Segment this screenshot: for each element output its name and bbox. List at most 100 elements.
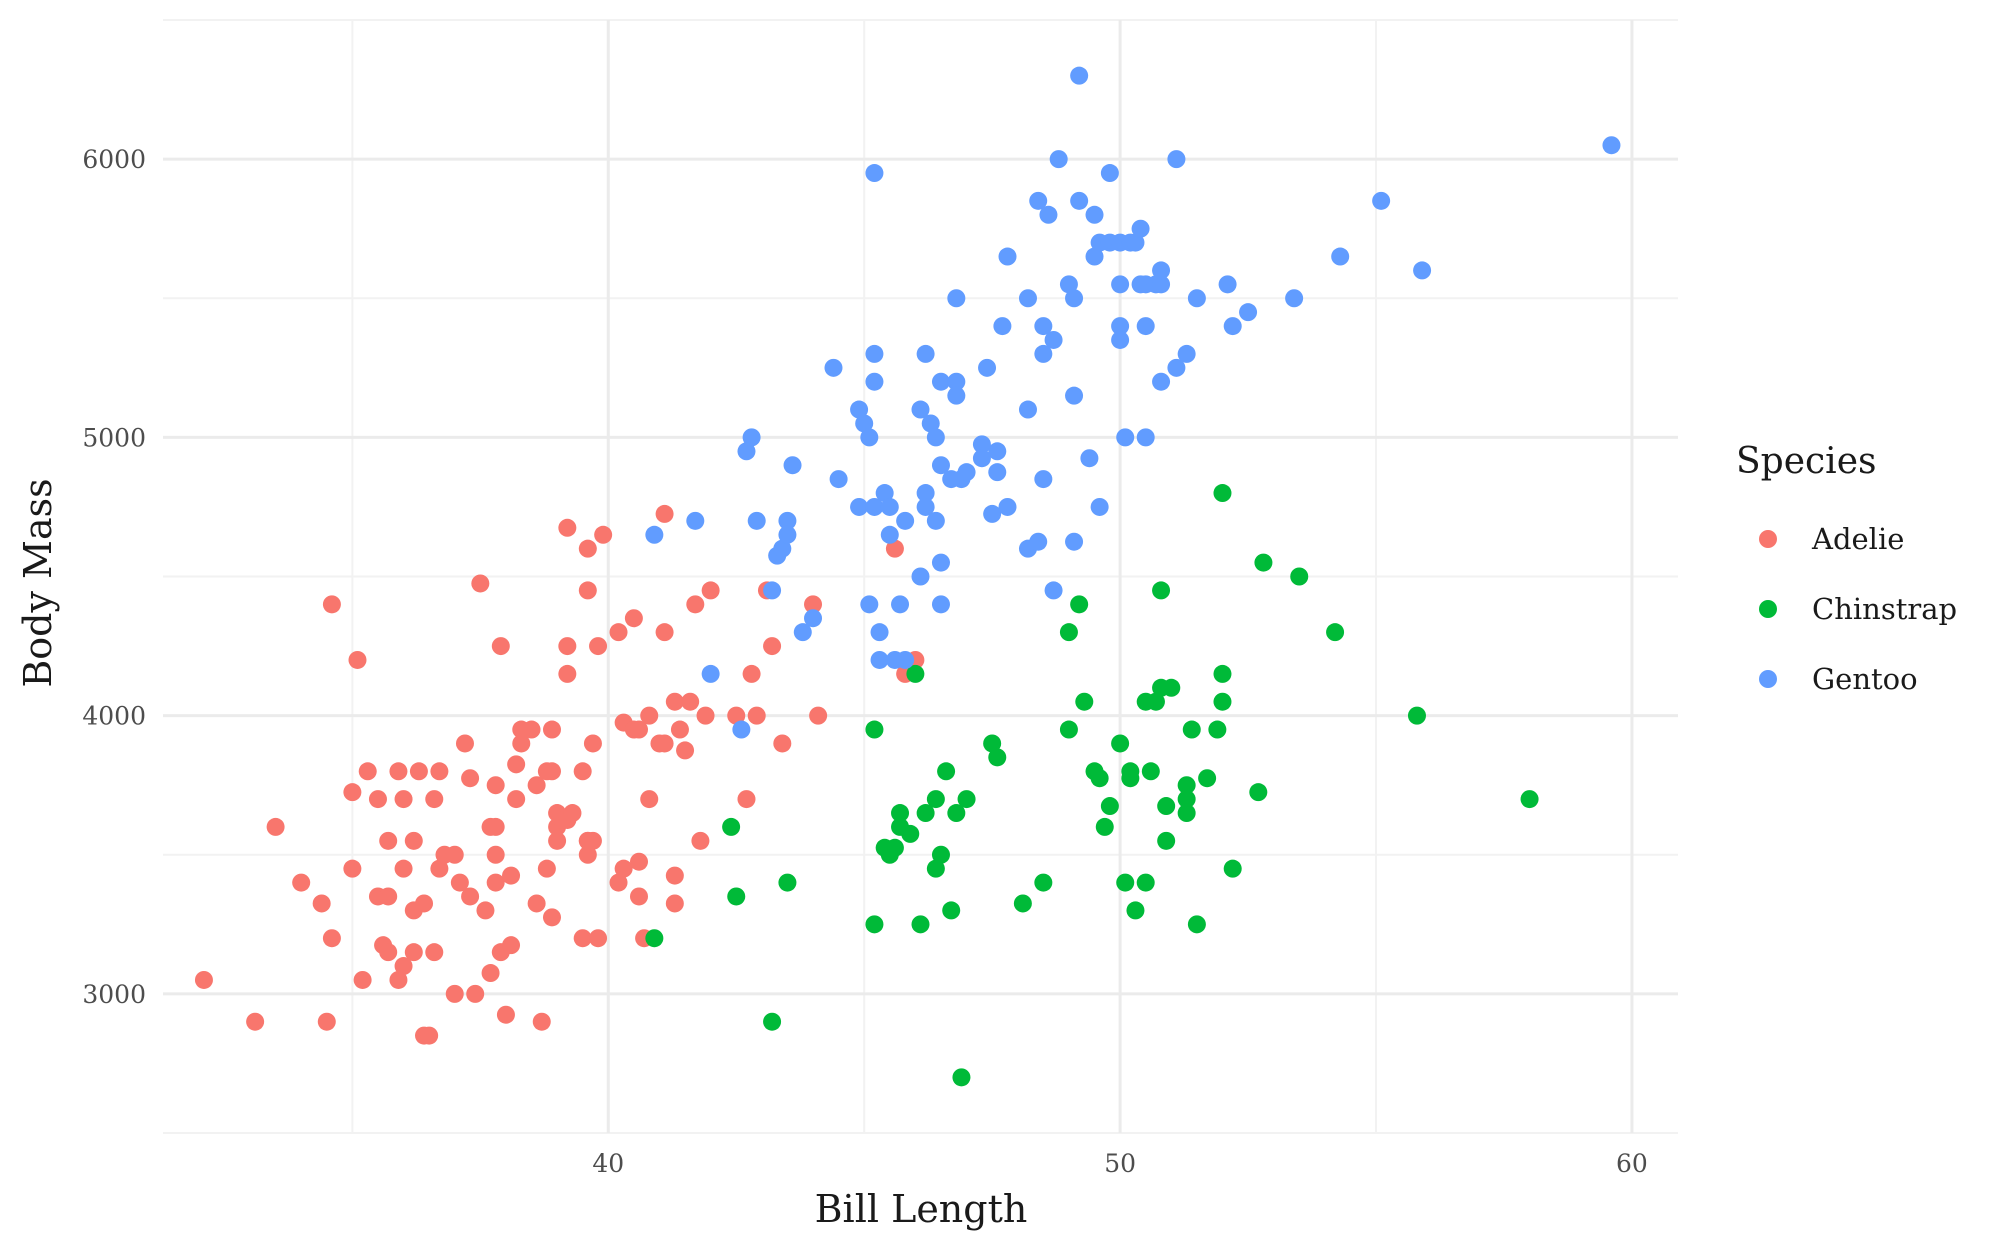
data-point bbox=[1331, 247, 1350, 266]
data-point bbox=[1126, 901, 1145, 920]
legend-label: Adelie bbox=[1811, 522, 1904, 556]
data-point bbox=[640, 790, 659, 809]
data-point bbox=[563, 804, 582, 823]
data-point bbox=[1080, 449, 1099, 468]
data-point bbox=[589, 929, 608, 948]
data-point bbox=[1602, 136, 1621, 155]
data-point bbox=[829, 470, 848, 489]
data-point bbox=[645, 525, 664, 544]
data-point bbox=[655, 623, 674, 642]
data-point bbox=[1018, 289, 1037, 308]
data-point bbox=[1285, 289, 1304, 308]
data-point bbox=[901, 824, 920, 843]
data-point bbox=[389, 970, 408, 989]
data-point bbox=[1100, 164, 1119, 183]
data-point bbox=[609, 873, 628, 892]
data-point bbox=[1326, 623, 1345, 642]
data-point bbox=[809, 706, 828, 725]
data-point bbox=[1218, 275, 1237, 294]
data-point bbox=[527, 776, 546, 795]
data-point bbox=[266, 817, 285, 836]
data-point bbox=[1065, 532, 1084, 551]
data-point bbox=[686, 511, 705, 530]
data-point bbox=[875, 484, 894, 503]
data-point bbox=[742, 428, 761, 447]
data-point bbox=[522, 720, 541, 739]
data-point bbox=[778, 511, 797, 530]
data-point bbox=[978, 358, 997, 377]
data-point bbox=[532, 1012, 551, 1031]
data-point bbox=[988, 748, 1007, 767]
data-point bbox=[885, 838, 904, 857]
data-point bbox=[312, 894, 331, 913]
data-point bbox=[870, 650, 889, 669]
data-point bbox=[379, 943, 398, 962]
data-point bbox=[701, 664, 720, 683]
data-point bbox=[763, 637, 782, 656]
legend: Species Adelie Chinstrap Gentoo bbox=[1736, 441, 1957, 696]
data-point bbox=[486, 873, 505, 892]
data-point bbox=[931, 372, 950, 391]
data-point bbox=[747, 706, 766, 725]
data-point bbox=[640, 706, 659, 725]
y-tick-label: 5000 bbox=[82, 423, 146, 452]
data-point bbox=[972, 449, 991, 468]
data-point bbox=[1141, 762, 1160, 781]
data-point bbox=[368, 790, 387, 809]
data-point bbox=[891, 804, 910, 823]
data-point bbox=[916, 344, 935, 363]
data-point bbox=[1126, 233, 1145, 252]
data-point bbox=[1152, 261, 1171, 280]
data-point bbox=[722, 817, 741, 836]
data-point bbox=[537, 859, 556, 878]
legend-item-chinstrap: Chinstrap bbox=[1759, 592, 1957, 626]
data-point bbox=[420, 1026, 439, 1045]
data-point bbox=[1223, 859, 1242, 878]
data-point bbox=[1167, 358, 1186, 377]
legend-key bbox=[1759, 530, 1777, 548]
data-point bbox=[358, 762, 377, 781]
data-point bbox=[486, 817, 505, 836]
data-point bbox=[988, 442, 1007, 461]
data-point bbox=[425, 943, 444, 962]
data-point bbox=[783, 456, 802, 475]
data-point bbox=[194, 970, 213, 989]
data-point bbox=[931, 595, 950, 614]
data-point bbox=[665, 692, 684, 711]
data-point bbox=[931, 456, 950, 475]
data-point bbox=[942, 901, 961, 920]
data-point bbox=[870, 623, 889, 642]
data-point bbox=[450, 873, 469, 892]
data-point bbox=[1131, 219, 1150, 238]
data-point bbox=[507, 790, 526, 809]
data-point bbox=[865, 497, 884, 516]
data-point bbox=[860, 428, 879, 447]
data-point bbox=[1111, 330, 1130, 349]
data-point bbox=[952, 1068, 971, 1087]
data-point bbox=[855, 414, 874, 433]
data-point bbox=[609, 623, 628, 642]
data-point bbox=[747, 511, 766, 530]
data-point bbox=[773, 539, 792, 558]
data-point bbox=[1049, 150, 1068, 169]
data-point bbox=[947, 289, 966, 308]
data-point bbox=[430, 859, 449, 878]
data-point bbox=[583, 831, 602, 850]
data-point bbox=[737, 790, 756, 809]
data-point bbox=[1111, 275, 1130, 294]
data-points bbox=[194, 66, 1621, 1087]
data-point bbox=[1059, 720, 1078, 739]
data-point bbox=[1177, 344, 1196, 363]
data-point bbox=[466, 984, 485, 1003]
data-point bbox=[343, 859, 362, 878]
data-point bbox=[926, 859, 945, 878]
series-gentoo bbox=[645, 66, 1621, 739]
data-point bbox=[891, 595, 910, 614]
data-point bbox=[496, 1005, 515, 1024]
data-point bbox=[573, 929, 592, 948]
data-point bbox=[916, 497, 935, 516]
data-point bbox=[1239, 303, 1258, 322]
data-point bbox=[1111, 734, 1130, 753]
data-point bbox=[773, 734, 792, 753]
data-point bbox=[1146, 692, 1165, 711]
